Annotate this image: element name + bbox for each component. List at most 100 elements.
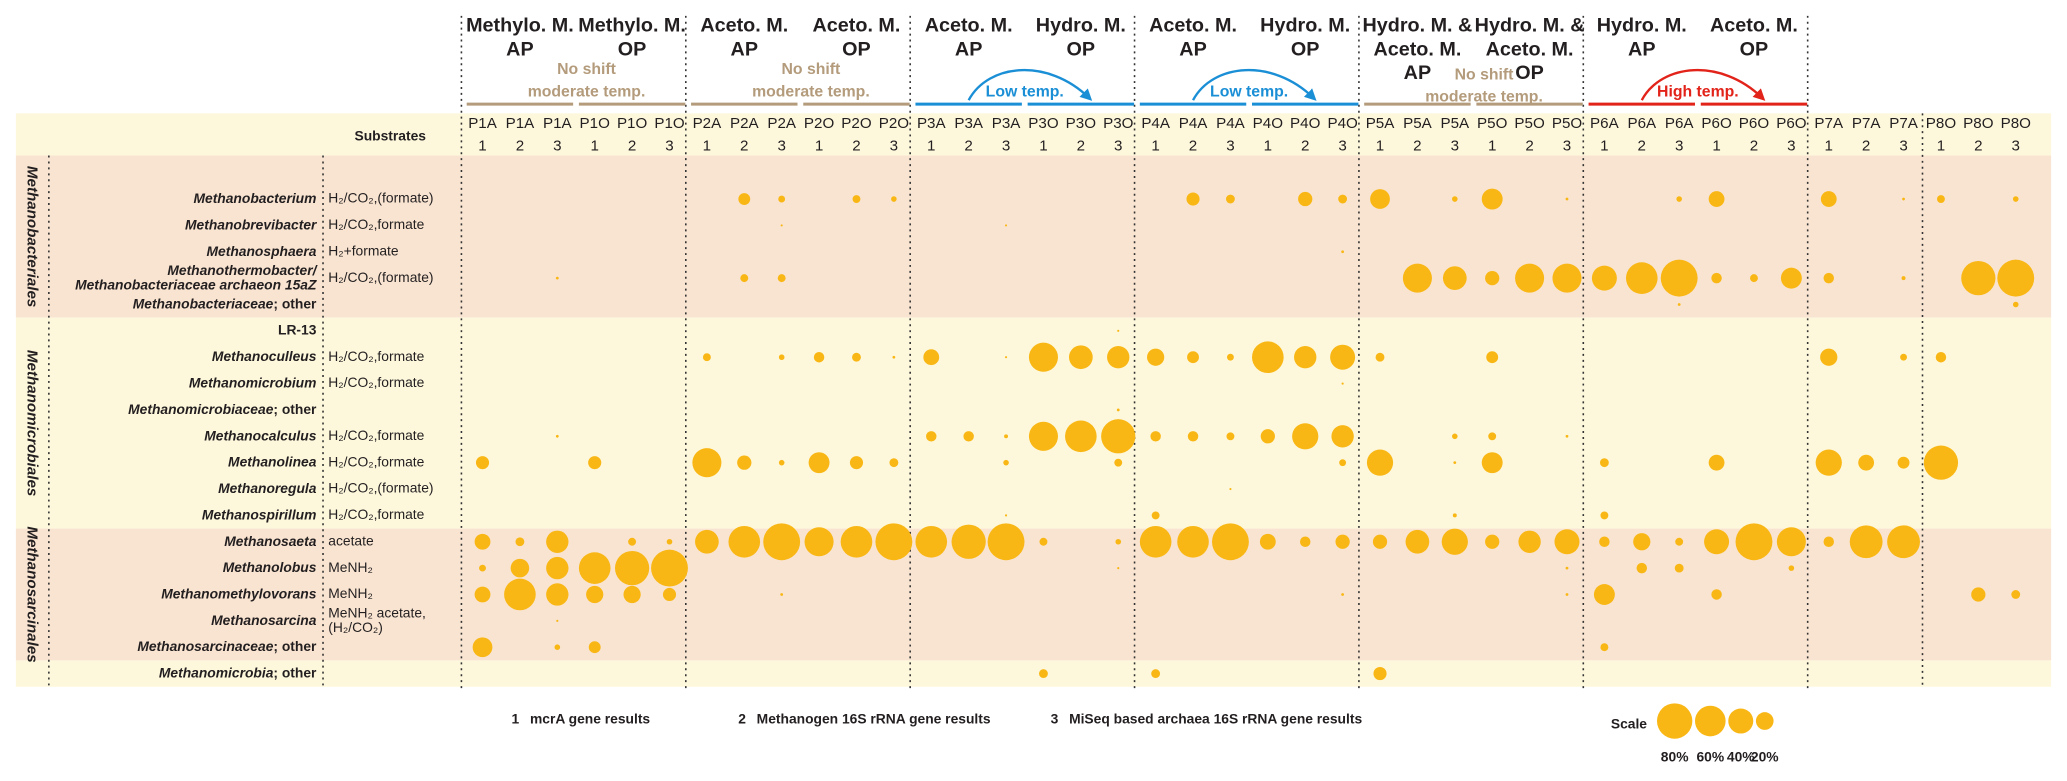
shift-note: No shift	[557, 61, 617, 78]
shift-source: AP	[1179, 38, 1206, 60]
taxon-name: Methanomethylovorans	[161, 585, 317, 601]
bubble	[1229, 487, 1232, 491]
group-label: P5A	[1403, 115, 1433, 132]
bubble	[1150, 431, 1161, 442]
taxon-name: Methanospirillum	[202, 506, 316, 522]
replicate-label: 2	[1974, 137, 1982, 154]
shift-source: Aceto. M.	[925, 15, 1013, 37]
shift-note: Low temp.	[986, 83, 1064, 100]
bubble	[1039, 537, 1048, 546]
replicate-label: 3	[1563, 137, 1571, 154]
bubble	[926, 431, 937, 442]
bubble	[1370, 189, 1390, 209]
group-label: P6O	[1701, 115, 1732, 132]
bubble	[1117, 567, 1120, 570]
substrate: MeNH₂	[328, 559, 373, 575]
shift-target: OP	[842, 38, 871, 60]
substrate: H₂/CO₂,(formate)	[328, 269, 433, 285]
shift-arrow	[1640, 68, 1766, 101]
shift-target: OP	[1291, 38, 1320, 60]
substrate: H₂/CO₂,(formate)	[328, 480, 433, 496]
scale-bubble	[1656, 703, 1693, 739]
bubble	[1298, 191, 1313, 207]
bubble	[778, 354, 785, 361]
group-label: P5O	[1514, 115, 1545, 132]
group-label: P1A	[506, 115, 536, 132]
group-label: P1O	[654, 115, 685, 132]
bubble	[474, 586, 491, 603]
shift-target: Hydro. M.	[1036, 15, 1126, 37]
bubble	[692, 448, 722, 478]
shift-target: OP	[1515, 62, 1544, 84]
group-label: P2A	[693, 115, 723, 132]
bubble	[1442, 266, 1467, 290]
bubble	[1028, 342, 1058, 372]
bubble	[1147, 348, 1165, 366]
bubble	[555, 276, 559, 280]
bubble	[1211, 523, 1249, 561]
bubble	[875, 523, 913, 561]
bubble	[891, 196, 897, 202]
bubble	[777, 274, 786, 283]
shift-source: Aceto. M.	[1149, 15, 1237, 37]
substrate: H₂/CO₂,formate	[328, 348, 424, 364]
bubble	[666, 538, 673, 545]
bubble	[1481, 188, 1503, 210]
bubble	[1823, 272, 1834, 284]
bubble	[1292, 423, 1319, 450]
replicate-label: 3	[1675, 137, 1683, 154]
replicate-label: 3	[890, 137, 898, 154]
replicate-label: 2	[1862, 137, 1870, 154]
bubble	[651, 549, 688, 587]
taxon-name: Methanomicrobia; other	[159, 664, 317, 680]
shift-arrow	[1191, 68, 1317, 101]
scale-title: Scale	[1611, 716, 1647, 732]
legend-text: mcrA gene results	[530, 710, 650, 726]
bubble	[1004, 514, 1008, 517]
taxon-name: Methanobrevibacter	[185, 216, 318, 232]
group-label: P4O	[1327, 115, 1358, 132]
replicate-label: 2	[1413, 137, 1421, 154]
bubble	[1372, 534, 1388, 549]
bubble	[472, 637, 493, 658]
replicate-label: 1	[703, 137, 711, 154]
bubble	[1704, 529, 1730, 555]
replicate-label: 1	[478, 137, 486, 154]
taxon-name: Methanoregula	[218, 480, 317, 496]
bubble	[546, 583, 569, 606]
bubble	[740, 274, 749, 283]
bubble	[2012, 196, 2019, 202]
bubble	[1402, 263, 1432, 293]
bubble	[1003, 459, 1009, 466]
bubble	[1887, 525, 1920, 559]
bubble	[1997, 259, 2035, 297]
group-label: P3A	[917, 115, 947, 132]
replicate-label: 2	[628, 137, 636, 154]
taxon-name: Methanobacterium	[193, 190, 316, 206]
bubble	[1151, 669, 1161, 678]
bubble	[889, 458, 899, 468]
scale-label: 60%	[1696, 749, 1724, 765]
shift-source: AP	[731, 38, 758, 60]
bubble	[1186, 192, 1200, 206]
bubble	[1335, 534, 1350, 549]
shift-note: No shift	[1455, 66, 1515, 83]
group-label: P1O	[617, 115, 648, 132]
bubble	[1338, 194, 1348, 204]
bubble	[804, 527, 834, 557]
replicate-label: 1	[1600, 137, 1608, 154]
bubble	[1187, 431, 1199, 442]
bubble	[1780, 267, 1802, 289]
scale-label: 80%	[1661, 749, 1689, 765]
bubble	[1677, 303, 1681, 306]
bubble	[1004, 224, 1008, 227]
bubble	[778, 459, 785, 466]
bubble	[1488, 432, 1497, 441]
group-label: P3A	[992, 115, 1022, 132]
taxon-name: Methanosphaera	[207, 242, 317, 258]
bubble	[695, 529, 719, 554]
order-label: Methanosarcinales	[24, 526, 41, 662]
bubble	[1366, 449, 1394, 476]
bubble	[915, 525, 948, 558]
bubble	[1858, 454, 1875, 471]
